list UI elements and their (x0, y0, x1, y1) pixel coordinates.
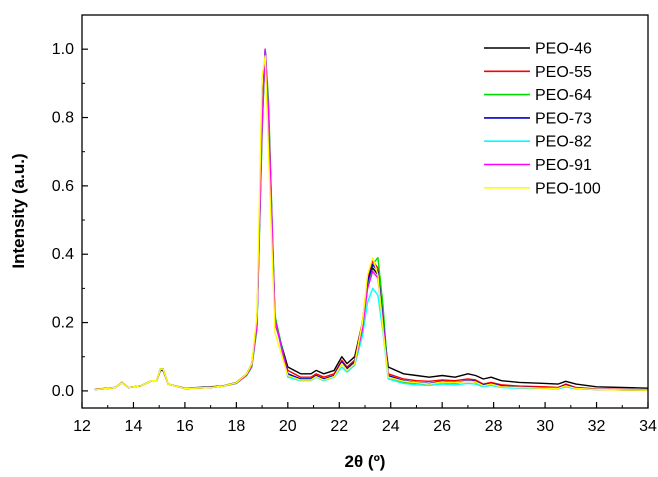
y-axis-ticks: 0.0 0.2 0.4 0.6 0.8 1.0 (52, 41, 88, 400)
y-tick-label: 0.8 (52, 110, 74, 127)
x-axis-ticks: 12 14 16 18 20 22 24 26 28 30 32 34 (73, 402, 657, 435)
x-tick-label: 24 (382, 418, 400, 435)
y-tick-label: 0.0 (52, 383, 74, 400)
y-tick-label: 0.6 (52, 178, 74, 195)
legend-label: PEO-100 (535, 180, 601, 197)
legend: PEO-46 PEO-55 PEO-64 PEO-73 PEO-82 PEO-91 PEO-… (484, 41, 601, 197)
series-line-peo-100 (94, 55, 649, 391)
x-tick-label: 34 (639, 418, 657, 435)
y-tick-label: 0.4 (52, 246, 74, 263)
x-tick-label: 12 (73, 418, 91, 435)
x-tick-label: 28 (485, 418, 503, 435)
y-axis-title: Intensity (a.u.) (9, 153, 28, 268)
x-axis-title: 2θ (º) (345, 452, 386, 471)
legend-label: PEO-46 (535, 41, 592, 58)
y-tick-label: 1.0 (52, 41, 74, 58)
x-tick-label: 16 (176, 418, 194, 435)
x-tick-label: 30 (536, 418, 554, 435)
legend-label: PEO-73 (535, 110, 592, 127)
series-layer (94, 48, 649, 391)
x-tick-label: 18 (227, 418, 245, 435)
legend-label: PEO-55 (535, 64, 592, 81)
legend-label: PEO-91 (535, 157, 592, 174)
x-tick-label: 32 (588, 418, 606, 435)
x-tick-label: 26 (433, 418, 451, 435)
legend-label: PEO-64 (535, 87, 592, 104)
x-tick-label: 22 (330, 418, 348, 435)
y-tick-label: 0.2 (52, 315, 74, 332)
x-tick-label: 14 (125, 418, 143, 435)
x-tick-label: 20 (279, 418, 297, 435)
legend-label: PEO-82 (535, 134, 592, 151)
